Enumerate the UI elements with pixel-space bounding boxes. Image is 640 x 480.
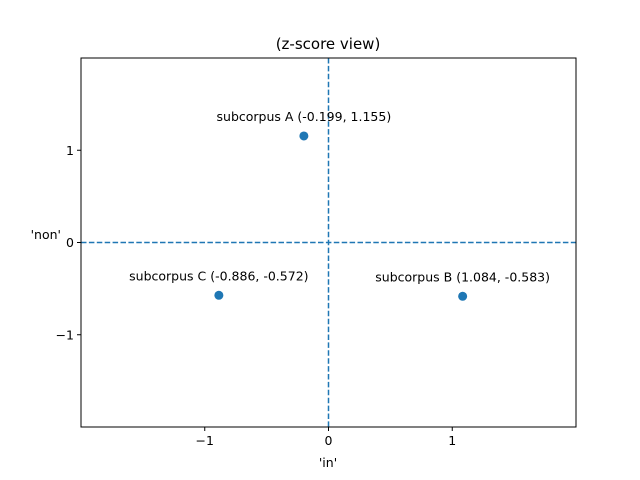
x-tick-label: 1 <box>448 433 456 448</box>
y-tick-label: −1 <box>56 327 74 342</box>
plot-frame <box>80 57 577 428</box>
data-point <box>214 290 224 300</box>
x-axis-label: 'in' <box>319 455 337 470</box>
plot-area: −1 0 1 −1 0 1 subcorpus A (-0.199, 1.155) subco… <box>56 58 576 448</box>
y-tick-label: 0 <box>66 235 74 250</box>
data-point <box>458 291 468 301</box>
data-point <box>299 131 309 141</box>
y-tick-label: 1 <box>66 143 74 158</box>
point-annotation: subcorpus C (-0.886, -0.572) <box>129 268 308 283</box>
x-tick-label: −1 <box>196 433 214 448</box>
point-annotation: subcorpus B (1.084, -0.583) <box>375 269 550 284</box>
y-axis-label: 'non' <box>31 227 61 242</box>
point-annotation: subcorpus A (-0.199, 1.155) <box>217 109 392 124</box>
chart-title: (z-score view) <box>276 35 381 53</box>
x-tick-label: 0 <box>325 433 333 448</box>
